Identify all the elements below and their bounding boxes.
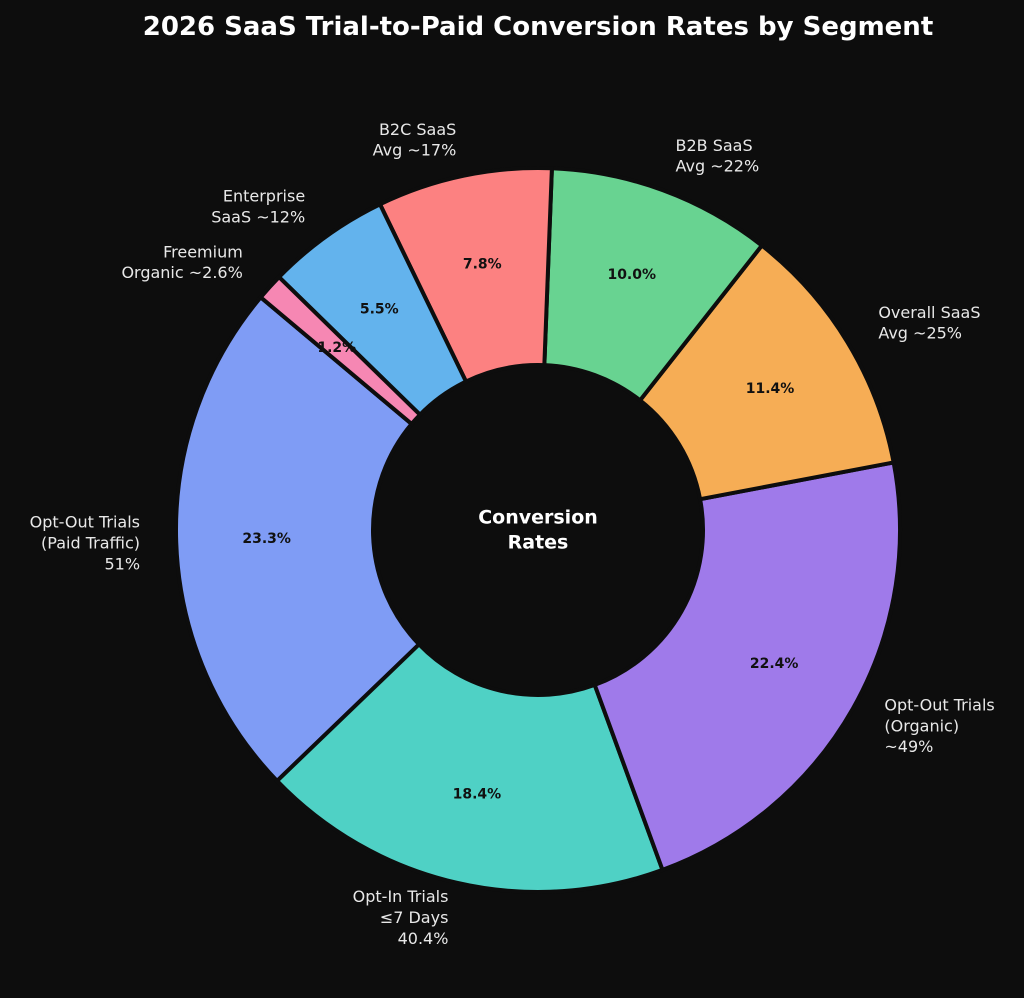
value-label: 1.2% — [317, 340, 356, 356]
donut-slice — [637, 242, 896, 502]
donut-slice — [592, 460, 902, 873]
donut-slice — [542, 166, 765, 404]
category-label: Opt-Out Trials (Organic) ~49% — [884, 695, 994, 756]
value-label: 11.4% — [746, 381, 795, 397]
donut-slice — [257, 274, 423, 427]
value-label: 18.4% — [453, 787, 502, 803]
chart-title: 2026 SaaS Trial-to-Paid Conversion Rates… — [143, 12, 934, 42]
category-label: B2C SaaS Avg ~17% — [373, 119, 457, 159]
value-label: 22.4% — [750, 656, 799, 672]
donut-slice — [174, 294, 422, 784]
category-label: Enterprise SaaS ~12% — [211, 186, 305, 226]
category-label: Overall SaaS Avg ~25% — [878, 302, 980, 342]
value-label: 10.0% — [607, 267, 656, 283]
center-label: Conversion Rates — [478, 506, 598, 553]
category-label: Opt-In Trials ≤7 Days 40.4% — [353, 887, 449, 948]
value-label: 5.5% — [360, 302, 399, 318]
category-label: Freemium Organic ~2.6% — [121, 242, 242, 282]
value-label: 7.8% — [463, 256, 502, 272]
donut-slice — [274, 641, 666, 894]
value-label: 23.3% — [242, 531, 291, 547]
category-label: Opt-Out Trials (Paid Traffic) 51% — [30, 512, 140, 573]
category-label: B2B SaaS Avg ~22% — [675, 135, 759, 175]
